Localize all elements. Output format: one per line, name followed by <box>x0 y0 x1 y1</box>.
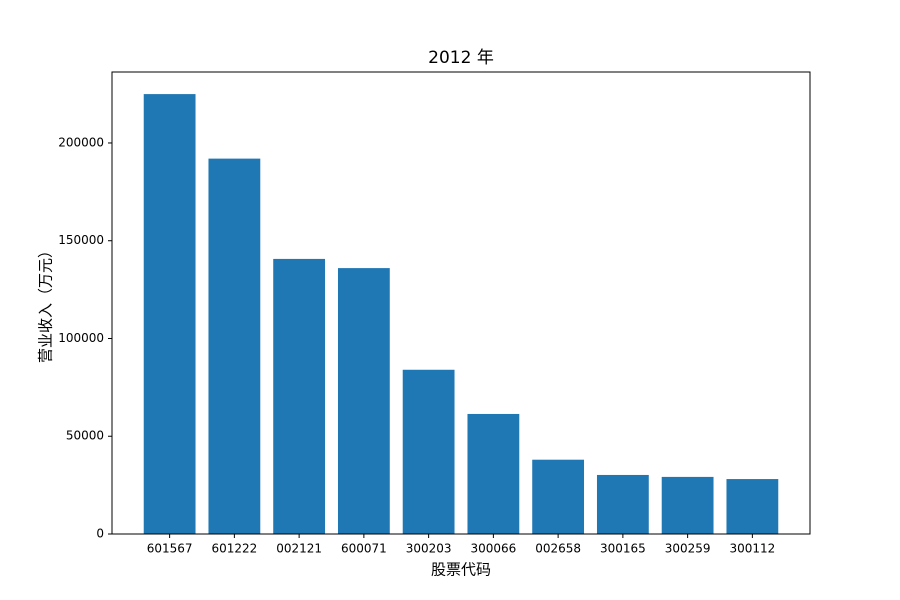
bar <box>337 268 390 534</box>
bar <box>208 158 261 534</box>
y-tick-label: 200000 <box>58 135 104 149</box>
bar <box>726 479 779 534</box>
x-tick-label: 300165 <box>600 542 646 556</box>
bar <box>467 413 520 534</box>
y-tick-label: 0 <box>96 527 104 541</box>
x-tick-label: 002658 <box>535 542 581 556</box>
y-tick-label: 150000 <box>58 233 104 247</box>
bar <box>143 94 196 534</box>
x-tick-label: 002121 <box>276 542 322 556</box>
chart-title: 2012 年 <box>428 48 494 68</box>
x-tick-label: 601222 <box>211 542 257 556</box>
x-tick-label: 300259 <box>665 542 711 556</box>
bar <box>532 459 585 534</box>
x-tick-label: 300203 <box>406 542 452 556</box>
x-axis-label: 股票代码 <box>431 561 491 579</box>
y-tick-label: 100000 <box>58 331 104 345</box>
bar <box>596 474 649 534</box>
plot-frame <box>111 71 811 535</box>
y-tick-label: 50000 <box>66 429 104 443</box>
bar <box>273 258 326 534</box>
x-tick-label: 300066 <box>470 542 516 556</box>
x-tick-label: 601567 <box>147 542 193 556</box>
bar <box>661 476 714 534</box>
y-axis-label: 营业收入（万元） <box>37 243 55 363</box>
x-tick-label: 300112 <box>729 542 775 556</box>
bar <box>402 369 455 534</box>
x-tick-label: 600071 <box>341 542 387 556</box>
